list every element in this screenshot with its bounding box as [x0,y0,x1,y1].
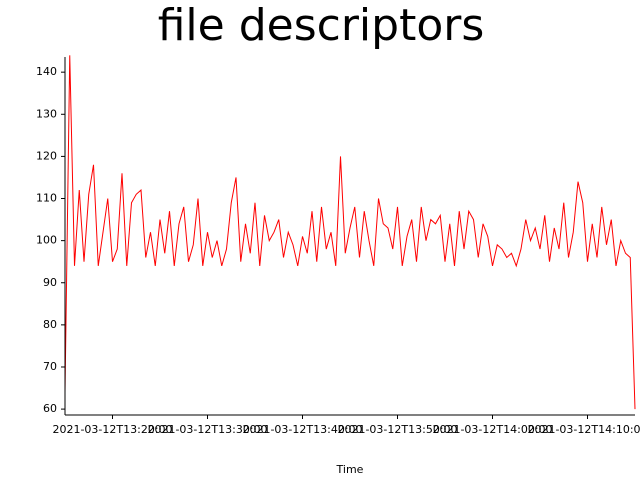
y-tick-label: 70 [43,360,57,373]
y-tick-label: 130 [36,107,57,120]
x-tick-label: 2021-03-12T14:00:00 [432,423,552,436]
y-tick-label: 110 [36,192,57,205]
x-tick-label: 2021-03-12T14:10:00 [527,423,640,436]
y-tick-label: 100 [36,234,57,247]
x-tick-label: 2021-03-12T13:30:00 [147,423,267,436]
chart-title: file descriptors [158,0,485,51]
y-tick-label: 140 [36,65,57,78]
y-tick-label: 120 [36,149,57,162]
x-axis-label: Time [336,463,364,476]
y-tick-label: 60 [43,402,57,415]
y-tick-label: 80 [43,318,57,331]
x-tick-label: 2021-03-12T13:40:00 [242,423,362,436]
x-tick-label: 2021-03-12T13:50:00 [337,423,457,436]
x-tick-label: 2021-03-12T13:20:00 [52,423,172,436]
y-tick-label: 90 [43,276,57,289]
data-line [64,55,636,410]
